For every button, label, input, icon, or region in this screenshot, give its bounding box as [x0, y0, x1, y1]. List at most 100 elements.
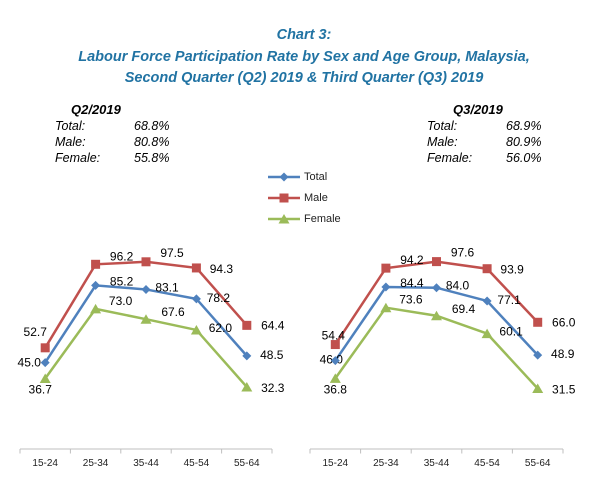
x-axis-label: 25-34	[373, 458, 399, 469]
summary-label-male: Male:	[427, 135, 458, 149]
summary-period-q2: Q2/2019	[71, 102, 121, 117]
line-chart-q2-2019: 15-24 25-34 35-44 45-54 55-64 45.0 85.2 83.1 78.…	[18, 246, 285, 469]
data-label: 84.0	[446, 279, 470, 293]
data-point-square	[242, 320, 252, 330]
legend-label: Female	[304, 212, 341, 225]
summary-row-male: Male: 80.8%	[55, 134, 169, 150]
data-point-square	[533, 317, 543, 327]
data-label: 66.0	[552, 315, 576, 329]
x-axis-label: 55-64	[234, 458, 260, 469]
line-chart-q3-2019: 15-24 25-34 35-44 45-54 55-64 46.0 84.4 84.0 77.…	[309, 246, 576, 469]
data-label: 62.0	[209, 321, 233, 335]
data-point-triangle	[90, 303, 102, 314]
data-point-triangle	[241, 381, 253, 392]
summary-label-male: Male:	[55, 135, 86, 149]
data-point-diamond	[381, 282, 391, 292]
data-point-diamond	[242, 351, 252, 361]
data-point-diamond	[279, 172, 289, 181]
data-point-square	[279, 193, 289, 202]
x-axis-label: 25-34	[83, 458, 109, 469]
data-point-diamond	[141, 284, 151, 294]
data-point-triangle	[190, 324, 202, 335]
summary-period-q3: Q3/2019	[453, 102, 503, 117]
summary-row-female: Female: 55.8%	[55, 150, 169, 166]
chart-legend: Total Male Female	[267, 166, 341, 229]
data-point-square	[432, 257, 441, 267]
data-label: 85.2	[110, 274, 134, 288]
data-label: 77.1	[497, 293, 521, 307]
legend-label: Total	[304, 170, 328, 183]
data-point-triangle	[380, 302, 392, 313]
legend-item-total: Total	[267, 166, 341, 187]
data-point-triangle	[278, 213, 290, 223]
x-axis-label: 55-64	[525, 458, 551, 469]
x-axis-label: 45-54	[474, 458, 500, 469]
summary-row-male: Male: 80.9%	[427, 134, 541, 150]
data-point-diamond	[191, 294, 201, 304]
summary-value-male: 80.9%	[506, 135, 542, 149]
x-axis-label: 15-24	[323, 458, 349, 469]
chart-title: Chart 3: Labour Force Participation Rate…	[0, 25, 608, 90]
data-label: 32.3	[261, 381, 285, 395]
data-label: 93.9	[500, 263, 524, 277]
x-axis-label: 45-54	[184, 458, 210, 469]
summary-value-female: 56.0%	[506, 151, 542, 165]
data-point-diamond	[432, 283, 441, 293]
data-point-square	[381, 263, 391, 273]
chart-title-line2: Labour Force Participation Rate by Sex a…	[78, 48, 530, 65]
data-label: 73.0	[109, 294, 133, 308]
data-point-triangle	[140, 314, 152, 324]
legend-item-male: Male	[267, 187, 341, 208]
data-point-square	[482, 264, 492, 274]
data-label: 52.7	[24, 325, 48, 339]
data-point-square	[141, 257, 151, 267]
legend-label: Male	[304, 191, 328, 204]
data-point-triangle	[481, 328, 493, 339]
summary-label-female: Female:	[55, 151, 101, 165]
data-point-square	[330, 340, 340, 350]
summary-row-total: Total: 68.9%	[427, 118, 541, 134]
summary-q2-2019: Q2/2019 Total: 68.8% Male: 80.8% Female:…	[55, 102, 169, 166]
data-point-triangle	[329, 373, 341, 383]
x-axis-label: 35-44	[424, 458, 450, 469]
data-point-triangle	[532, 383, 544, 394]
data-point-triangle	[431, 310, 442, 321]
legend-marker-male-icon	[268, 193, 300, 202]
data-point-diamond	[482, 296, 492, 306]
data-label: 60.1	[499, 325, 523, 339]
data-label: 46.0	[320, 353, 344, 367]
chart-title-line3: Second Quarter (Q2) 2019 & Third Quarter…	[124, 70, 484, 86]
data-label: 48.9	[551, 347, 575, 361]
x-axis-label: 15-24	[32, 458, 58, 469]
data-label: 78.2	[207, 291, 231, 305]
summary-q3-2019: Q3/2019 Total: 68.9% Male: 80.9% Female:…	[427, 102, 541, 166]
data-label: 73.6	[399, 293, 423, 307]
data-point-square	[91, 259, 101, 269]
data-label: 67.6	[161, 305, 185, 319]
data-point-diamond	[40, 358, 50, 368]
data-label: 94.2	[400, 253, 424, 267]
legend-marker-female-icon	[268, 213, 300, 223]
data-label: 45.0	[18, 356, 42, 370]
data-label: 84.4	[400, 276, 424, 290]
data-label: 64.4	[261, 318, 285, 332]
data-label: 31.5	[552, 383, 576, 397]
data-point-diamond	[330, 356, 340, 366]
summary-label-total: Total:	[427, 119, 458, 133]
x-axis-label: 35-44	[133, 458, 159, 469]
data-label: 97.6	[451, 246, 475, 260]
data-point-diamond	[91, 280, 101, 290]
data-point-diamond	[533, 350, 543, 360]
summary-value-total: 68.8%	[134, 119, 170, 133]
data-label: 54.4	[322, 329, 346, 343]
legend-marker-total-icon	[268, 172, 300, 181]
data-label: 94.3	[210, 262, 234, 276]
summary-label-female: Female:	[427, 151, 473, 165]
chart-title-line1: Chart 3:	[276, 27, 332, 43]
data-label: 48.5	[260, 348, 284, 362]
data-point-triangle	[39, 373, 51, 384]
data-label: 96.2	[110, 249, 134, 263]
summary-value-total: 68.9%	[506, 119, 542, 133]
legend-item-female: Female	[267, 208, 341, 229]
summary-label-total: Total:	[55, 119, 86, 133]
